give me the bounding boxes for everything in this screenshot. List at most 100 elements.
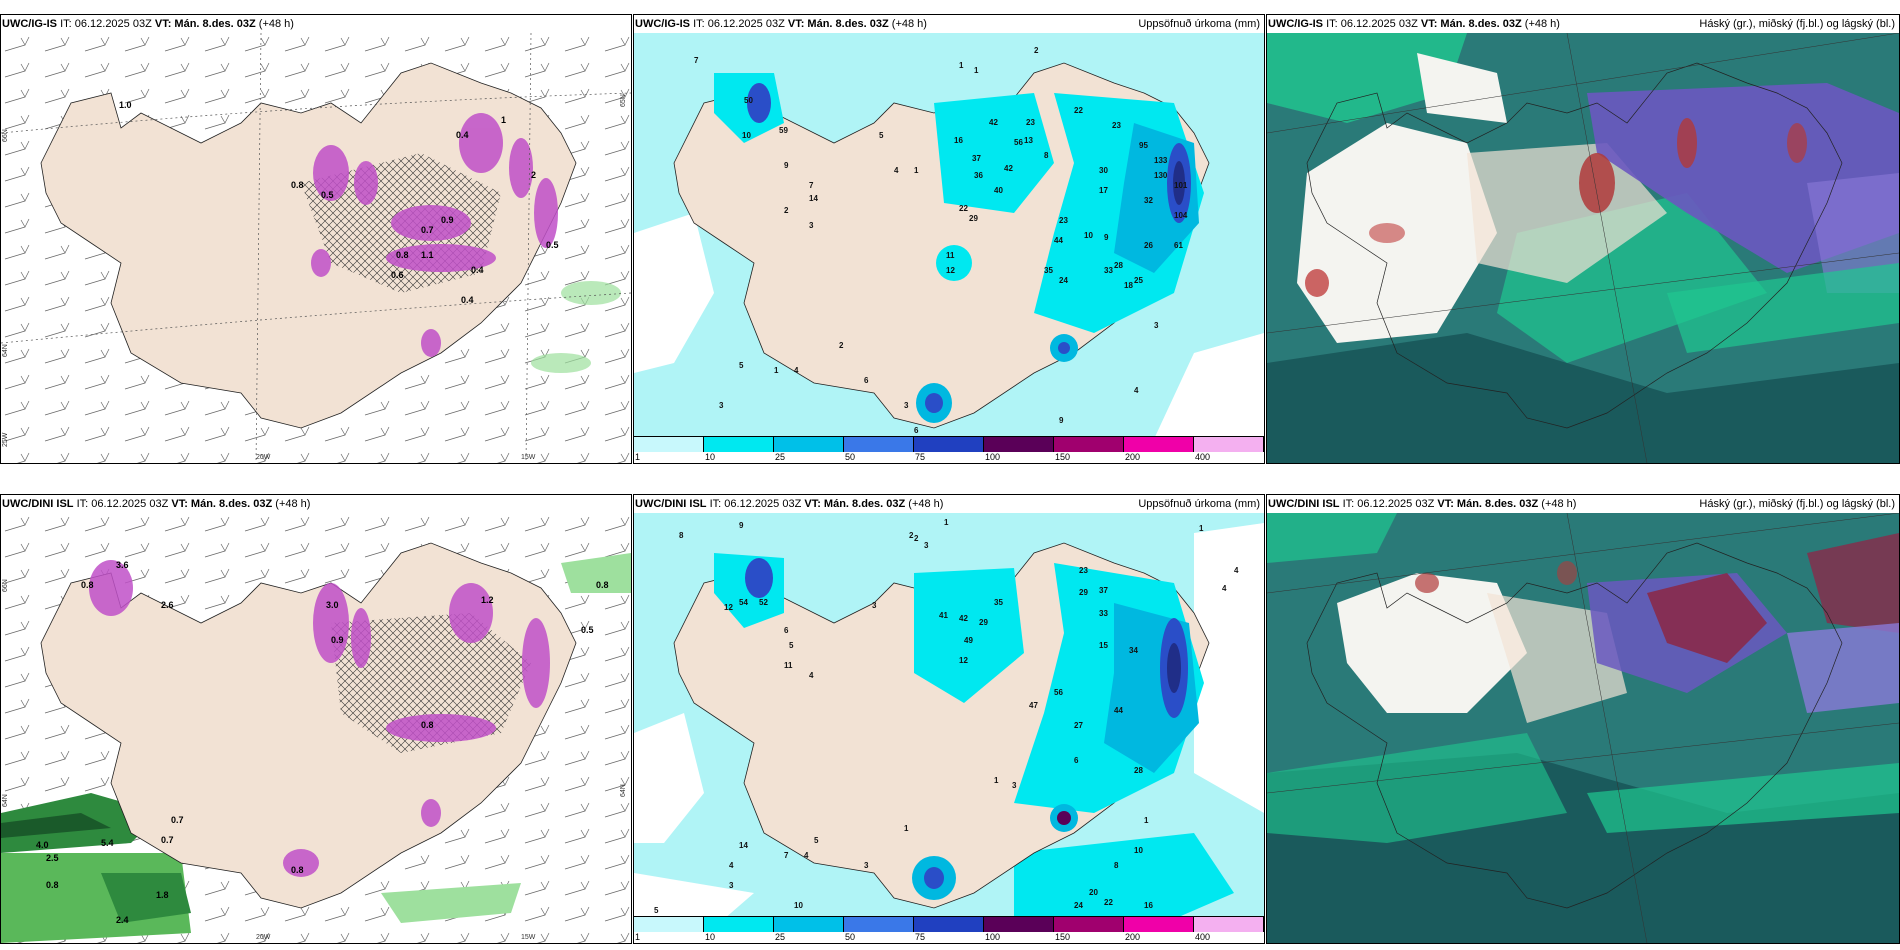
panel-ig-wind: UWC/IG-IS IT: 06.12.2025 03Z VT: Mán. 8.… (0, 14, 632, 464)
graticule (1267, 513, 1899, 943)
value-label: 8 (1044, 151, 1049, 160)
value-label: 3 (872, 601, 877, 610)
init-time: IT: 06.12.2025 03Z (76, 498, 169, 510)
value-label: 7 (694, 56, 699, 65)
colorbar-swatch (914, 917, 984, 932)
value-label: 3.0 (326, 600, 339, 610)
valid-time: Mán. 8.des. 03Z (823, 498, 906, 510)
value-label: 18 (1124, 281, 1133, 290)
value-label: 1 (1199, 524, 1204, 533)
value-label: 2 (1034, 46, 1039, 55)
colorbar-tick-label: 1 (635, 932, 641, 942)
magenta-precip-areas (311, 113, 558, 357)
value-label: 4 (1134, 386, 1139, 395)
value-label: 22 (1104, 898, 1113, 907)
value-label: 2 (531, 170, 536, 180)
iceland-outline (1306, 542, 1843, 909)
value-label: 4 (894, 166, 899, 175)
value-label: 0.8 (396, 250, 409, 260)
value-label: 4.0 (36, 840, 49, 850)
colorbar-swatch (844, 437, 914, 452)
value-label: 1 (974, 66, 979, 75)
value-label: 7 (784, 851, 789, 860)
lead-time: (+48 h) (891, 18, 927, 30)
colorbar-swatch (1124, 437, 1194, 452)
value-label: 1.1 (421, 250, 434, 260)
value-label: 0.9 (441, 215, 454, 225)
value-label: 0.7 (171, 815, 184, 825)
cloud-map (1267, 513, 1899, 943)
valid-time-label: VT: (154, 18, 172, 30)
colorbar-swatch (984, 437, 1054, 452)
value-label: 0.8 (291, 865, 304, 875)
valid-time: Mán. 8.des. 03Z (174, 18, 256, 30)
value-label: 59 (779, 126, 788, 135)
value-label: 8 (1114, 861, 1119, 870)
init-time: IT: 06.12.2025 03Z (709, 498, 802, 510)
lon-label: 25W (2, 432, 9, 447)
iceland-outline (1306, 62, 1843, 429)
value-label: 5.4 (101, 838, 114, 848)
value-label: 22 (959, 204, 968, 213)
value-label: 1.8 (156, 890, 169, 900)
value-label: 42 (1004, 164, 1013, 173)
value-label: 23 (1026, 118, 1035, 127)
colorbar-tick-label: 150 (1055, 932, 1071, 942)
value-label: 8 (679, 531, 684, 540)
model-name: UWC/DINI ISL (635, 498, 707, 510)
panel-dini-precip: UWC/DINI ISL IT: 06.12.2025 03Z VT: Mán.… (633, 494, 1265, 944)
model-name: UWC/IG-IS (1268, 18, 1323, 30)
colorbar-tick-label: 150 (1055, 452, 1071, 462)
colorbar-tick-label: 75 (915, 932, 926, 942)
value-label: 130 (1154, 171, 1168, 180)
colorbar-swatch (704, 917, 774, 932)
value-label: 5 (789, 641, 794, 650)
panel-dini-wind: UWC/DINI ISL IT: 06.12.2025 03Z VT: Mán.… (0, 494, 632, 944)
value-label: 0.4 (461, 295, 474, 305)
colorbar-swatch (1194, 917, 1264, 932)
value-label: 37 (972, 154, 981, 163)
value-label: 16 (954, 136, 963, 145)
value-label: 10 (742, 131, 751, 140)
lat-label: 66N (2, 129, 9, 142)
value-label: 6 (784, 626, 789, 635)
model-name: UWC/DINI ISL (2, 498, 74, 510)
colorbar-tick-label: 25 (775, 452, 786, 462)
precip-colorbar: 1 10 25 50 75 100 150 200 400 (634, 916, 1264, 943)
colorbar-tick-label: 10 (705, 452, 716, 462)
lead-time: (+48 h) (1541, 498, 1577, 510)
value-label: 50 (744, 96, 753, 105)
valid-time: Mán. 8.des. 03Z (190, 498, 273, 510)
valid-time: Mán. 8.des. 03Z (1456, 498, 1539, 510)
value-label: 3 (904, 401, 909, 410)
lon-label: 20W (256, 934, 271, 941)
value-label: 9 (1059, 416, 1064, 425)
value-label: 2 (784, 206, 789, 215)
dry-sea-areas (634, 213, 1264, 439)
lead-time: (+48 h) (275, 498, 311, 510)
value-label: 14 (809, 194, 818, 203)
value-label: 10 (1084, 231, 1093, 240)
init-time: IT: 06.12.2025 03Z (1342, 498, 1435, 510)
value-label: 0.8 (291, 180, 304, 190)
precip-shading (714, 73, 1204, 423)
value-label: 1 (994, 776, 999, 785)
colorbar-swatch (634, 437, 704, 452)
value-label: 16 (1144, 901, 1153, 910)
panel-title: Háský (gr.), miðský (fj.bl.) og lágský (… (1699, 498, 1895, 510)
init-time: IT: 06.12.2025 03Z (1326, 18, 1418, 30)
value-label: 25 (1134, 276, 1143, 285)
value-label: 27 (1074, 721, 1083, 730)
lon-label: 15W (521, 934, 536, 941)
value-label: 23 (1079, 566, 1088, 575)
panel-dini-cloud: UWC/DINI ISL IT: 06.12.2025 03Z VT: Mán.… (1266, 494, 1900, 944)
value-label: 24 (1059, 276, 1068, 285)
value-label: 9 (739, 521, 744, 530)
value-label: 20 (1089, 888, 1098, 897)
value-label: 2.6 (161, 600, 174, 610)
value-label: 13 (1024, 136, 1033, 145)
colorbar-tick-label: 50 (845, 932, 856, 942)
value-label: 3 (719, 401, 724, 410)
value-label: 1.0 (119, 100, 132, 110)
init-time: IT: 06.12.2025 03Z (693, 18, 785, 30)
